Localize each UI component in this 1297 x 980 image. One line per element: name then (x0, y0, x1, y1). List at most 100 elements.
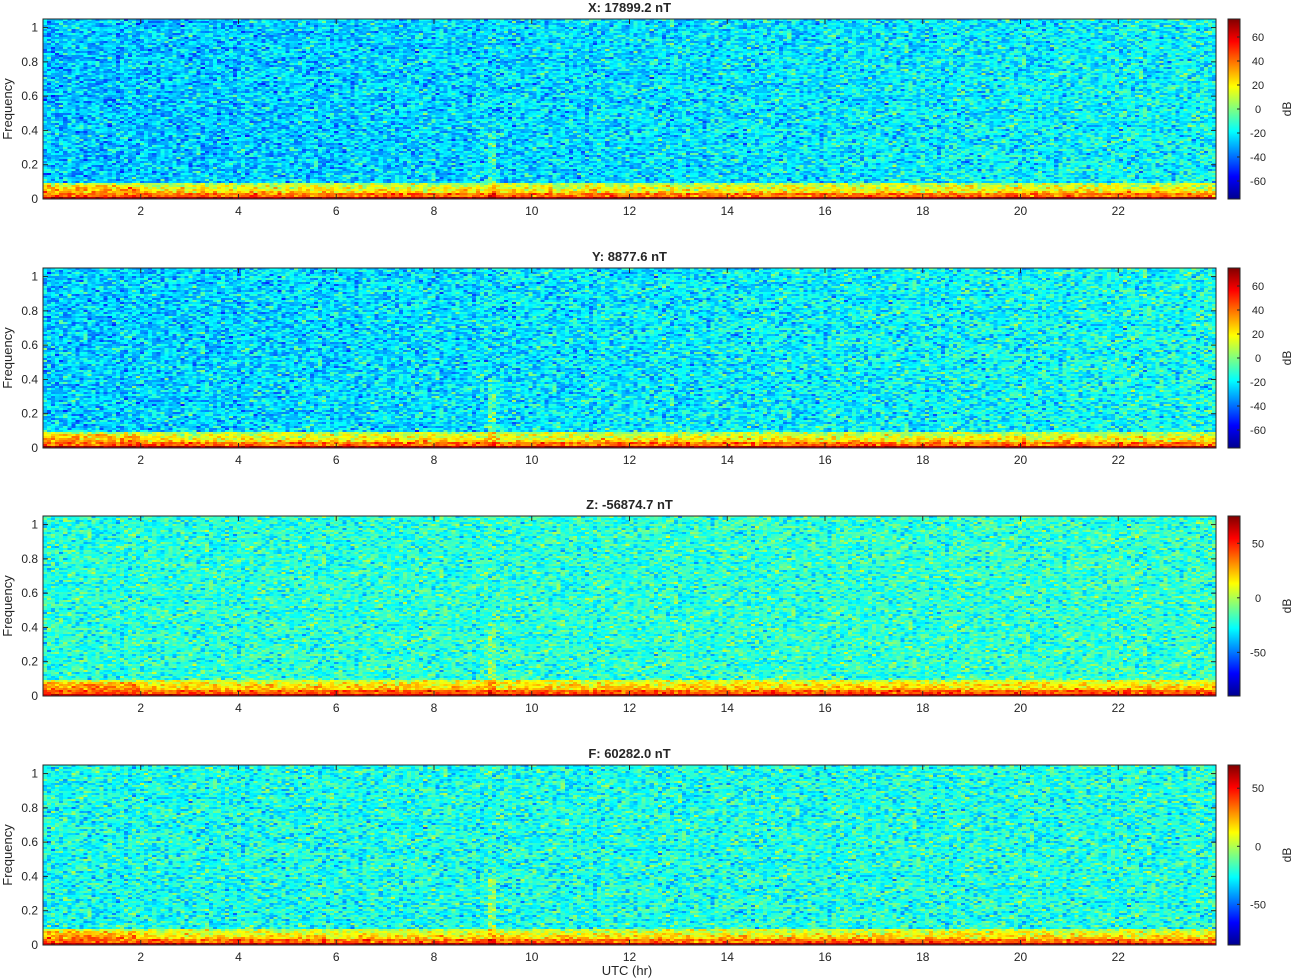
y-axis-label: Frequency (0, 824, 15, 886)
x-tick-label: 6 (333, 204, 340, 218)
colorbar: 60 40 20 0 -20 -40 -60 dB (1227, 18, 1294, 200)
colorbar-label: dB (1280, 848, 1294, 863)
colorbar-label: dB (1280, 351, 1294, 366)
colorbar-tick-label: 50 (1252, 783, 1264, 795)
colorbar-tick-label: -60 (1250, 425, 1266, 437)
x-tick-label: 12 (623, 204, 637, 218)
y-tick-label: 0 (31, 192, 38, 206)
spectrogram-image (43, 765, 1216, 945)
colorbar: 50 0 -50 dB (1227, 515, 1294, 697)
x-tick-label: 14 (721, 950, 735, 964)
spectrogram-panel: 2 4 6 8 10 12 14 16 18 20 22 0 0.2 0.4 0.6 0.8 1 X: 17899… (0, 0, 1294, 218)
colorbar-tick-label: 50 (1252, 538, 1264, 550)
x-tick-label: 4 (235, 950, 242, 964)
y-tick-label: 0.4 (21, 869, 38, 883)
x-tick-label: 20 (1014, 204, 1028, 218)
x-tick-label: 22 (1112, 950, 1126, 964)
x-tick-label: 22 (1112, 453, 1126, 467)
colorbar-tick-label: -50 (1250, 647, 1266, 659)
colorbar-tick-label: 0 (1255, 593, 1261, 605)
x-tick-label: 12 (623, 453, 637, 467)
y-axis-label: Frequency (0, 327, 15, 389)
y-tick-label: 0.8 (21, 552, 38, 566)
colorbar-tick-label: 0 (1255, 104, 1261, 116)
colorbar-tick-label: -20 (1250, 128, 1266, 140)
y-tick-label: 0.6 (21, 586, 38, 600)
colorbar: 60 40 20 0 -20 -40 -60 dB (1227, 267, 1294, 449)
y-tick-label: 0.8 (21, 801, 38, 815)
x-tick-label: 4 (235, 701, 242, 715)
spectrogram-image (43, 268, 1216, 448)
x-tick-label: 6 (333, 950, 340, 964)
colorbar-gradient (1227, 764, 1241, 946)
x-tick-label: 12 (623, 950, 637, 964)
colorbar-tick-label: 60 (1252, 32, 1264, 44)
colorbar-gradient (1227, 515, 1241, 697)
y-tick-label: 0.4 (21, 372, 38, 386)
panel-title: F: 60282.0 nT (588, 746, 670, 761)
spectrogram-panel: 2 4 6 8 10 12 14 16 18 20 22 0 0.2 0.4 0.6 0.8 1 Z: -5687… (0, 497, 1294, 715)
colorbar-tick-label: 60 (1252, 281, 1264, 293)
x-tick-label: 8 (431, 204, 438, 218)
colorbar-tick-label: -60 (1250, 176, 1266, 188)
x-tick-label: 16 (818, 204, 832, 218)
x-tick-label: 2 (137, 950, 144, 964)
y-tick-label: 0 (31, 441, 38, 455)
y-tick-label: 0 (31, 689, 38, 703)
colorbar: 50 0 -50 dB (1227, 764, 1294, 946)
x-tick-label: 2 (137, 204, 144, 218)
x-tick-label: 16 (818, 701, 832, 715)
x-tick-label: 14 (721, 701, 735, 715)
y-tick-label: 1 (31, 21, 38, 35)
y-tick-label: 0.2 (21, 904, 38, 918)
y-tick-label: 0.6 (21, 835, 38, 849)
y-tick-label: 0.2 (21, 407, 38, 421)
colorbar-tick-label: 40 (1252, 56, 1264, 68)
y-axis-label: Frequency (0, 575, 15, 637)
spectrogram-panel: 2 4 6 8 10 12 14 16 18 20 22 0 0.2 0.4 0.6 0.8 1 F: 60282… (0, 746, 1294, 964)
x-tick-label: 22 (1112, 701, 1126, 715)
y-tick-label: 0.2 (21, 158, 38, 172)
y-tick-label: 0.8 (21, 55, 38, 69)
x-tick-label: 18 (916, 204, 930, 218)
colorbar-tick-label: 20 (1252, 329, 1264, 341)
y-tick-label: 0.4 (21, 123, 38, 137)
y-tick-label: 0 (31, 938, 38, 952)
x-tick-label: 14 (721, 453, 735, 467)
x-tick-label: 12 (623, 701, 637, 715)
x-tick-label: 18 (916, 453, 930, 467)
x-tick-label: 18 (916, 701, 930, 715)
x-tick-label: 8 (431, 701, 438, 715)
y-tick-label: 0.8 (21, 304, 38, 318)
panel-title: Y: 8877.6 nT (592, 249, 667, 264)
x-tick-label: 10 (525, 701, 539, 715)
x-tick-label: 20 (1014, 950, 1028, 964)
x-tick-label: 2 (137, 701, 144, 715)
x-tick-label: 10 (525, 453, 539, 467)
panel-title: Z: -56874.7 nT (586, 497, 673, 512)
x-tick-label: 6 (333, 453, 340, 467)
panel-title: X: 17899.2 nT (588, 0, 671, 15)
x-tick-label: 16 (818, 950, 832, 964)
colorbar-tick-label: 0 (1255, 353, 1261, 365)
colorbar-tick-label: -40 (1250, 401, 1266, 413)
y-tick-label: 1 (31, 767, 38, 781)
colorbar-tick-label: -40 (1250, 152, 1266, 164)
y-tick-label: 0.6 (21, 338, 38, 352)
y-tick-label: 0.4 (21, 620, 38, 634)
x-tick-label: 20 (1014, 701, 1028, 715)
colorbar-tick-label: -20 (1250, 377, 1266, 389)
x-tick-label: 14 (721, 204, 735, 218)
x-tick-label: 18 (916, 950, 930, 964)
x-tick-label: 4 (235, 204, 242, 218)
x-tick-label: 10 (525, 204, 539, 218)
spectrogram-image (43, 516, 1216, 696)
y-axis-label: Frequency (0, 78, 15, 140)
x-tick-label: 22 (1112, 204, 1126, 218)
colorbar-tick-label: 20 (1252, 80, 1264, 92)
x-tick-label: 8 (431, 950, 438, 964)
colorbar-tick-label: -50 (1250, 899, 1266, 911)
x-tick-label: 2 (137, 453, 144, 467)
colorbar-label: dB (1280, 102, 1294, 117)
